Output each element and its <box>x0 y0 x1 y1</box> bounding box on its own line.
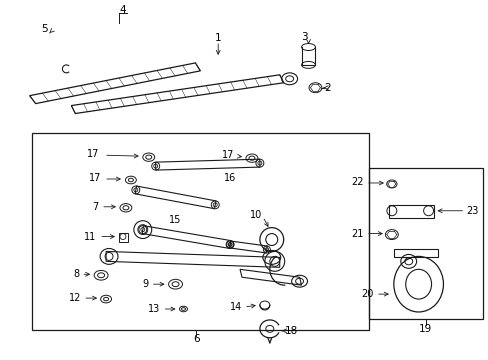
Text: 10: 10 <box>249 210 262 220</box>
Bar <box>368 168 482 319</box>
Bar <box>119 233 128 242</box>
Text: 1: 1 <box>214 33 221 43</box>
Text: 21: 21 <box>351 229 364 239</box>
Text: 22: 22 <box>351 177 364 187</box>
Text: 23: 23 <box>466 206 478 216</box>
Text: 5: 5 <box>41 24 47 34</box>
Text: 14: 14 <box>229 302 242 312</box>
Ellipse shape <box>301 44 315 50</box>
Text: 11: 11 <box>84 231 96 242</box>
Text: 4: 4 <box>120 5 126 15</box>
Text: 7: 7 <box>92 202 98 212</box>
Text: 3: 3 <box>300 32 307 42</box>
Text: 15: 15 <box>169 215 182 225</box>
Text: 13: 13 <box>148 304 161 314</box>
Text: 17: 17 <box>88 173 101 183</box>
Text: 2: 2 <box>324 83 330 93</box>
Text: 6: 6 <box>193 334 199 344</box>
Text: 12: 12 <box>69 293 81 303</box>
Text: 9: 9 <box>142 279 148 289</box>
Text: 20: 20 <box>361 289 373 299</box>
Text: 19: 19 <box>418 324 431 334</box>
Bar <box>32 133 368 330</box>
Text: 18: 18 <box>284 326 297 336</box>
Bar <box>301 47 315 65</box>
Text: 17: 17 <box>86 149 99 159</box>
Text: 17: 17 <box>221 150 234 160</box>
Text: 8: 8 <box>73 269 79 279</box>
Text: 16: 16 <box>224 173 236 183</box>
